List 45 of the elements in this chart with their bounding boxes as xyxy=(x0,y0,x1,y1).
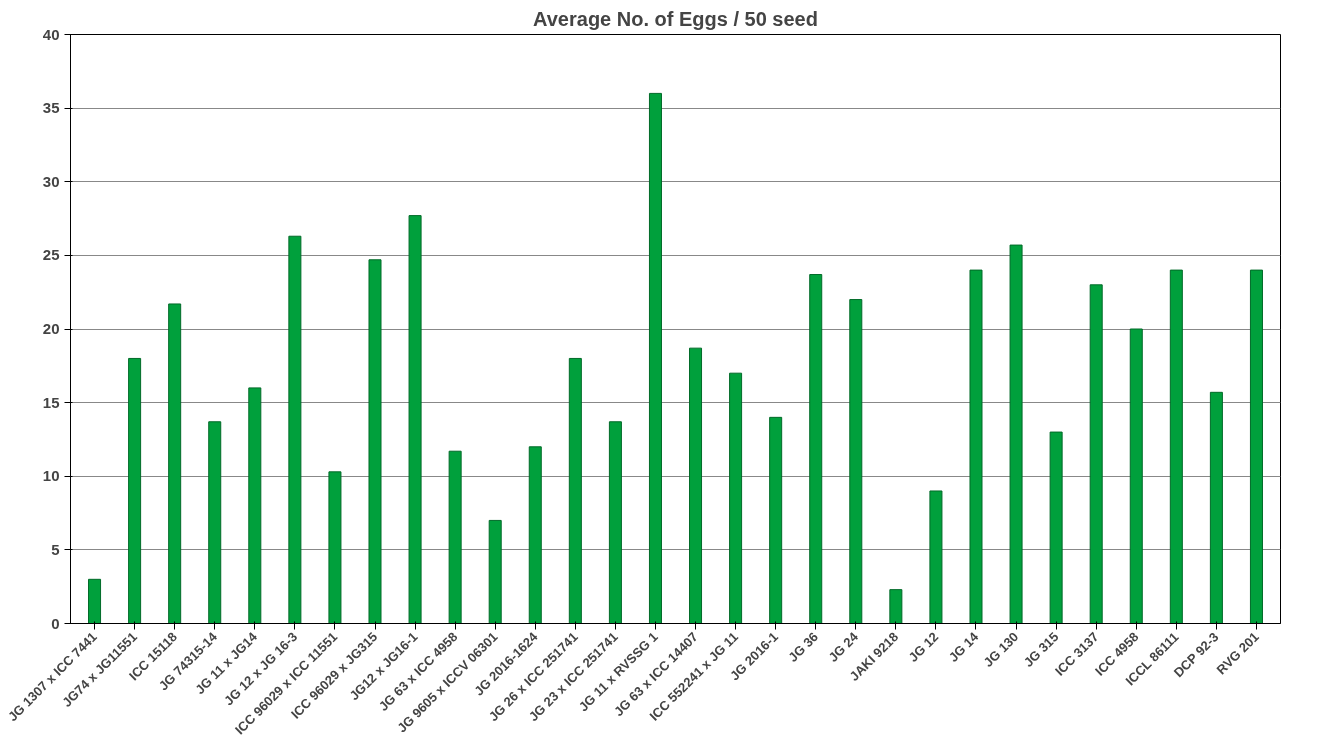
y-tick-label: 25 xyxy=(42,246,60,264)
bar xyxy=(929,490,943,624)
x-tick-label: JG 130 xyxy=(980,629,1022,670)
bar xyxy=(128,357,142,624)
bar xyxy=(248,387,262,624)
bar xyxy=(368,259,382,624)
y-tick-label: 20 xyxy=(42,320,60,337)
bar xyxy=(969,269,983,624)
bar xyxy=(1169,269,1183,624)
bar xyxy=(568,357,582,624)
bar xyxy=(408,215,422,624)
bar xyxy=(608,421,622,624)
bar xyxy=(889,589,903,624)
bar xyxy=(1249,269,1263,624)
x-tick-label: JG 36 xyxy=(785,629,822,665)
bar xyxy=(328,471,342,624)
bar xyxy=(1129,328,1143,624)
y-tick-label: 15 xyxy=(42,393,60,411)
bar xyxy=(689,347,703,624)
bar xyxy=(809,274,823,624)
bar xyxy=(488,519,502,624)
chart-title: Average No. of Eggs / 50 seed xyxy=(533,7,818,30)
bar xyxy=(528,446,542,624)
bar xyxy=(448,450,462,624)
y-tick-label: 30 xyxy=(42,172,60,190)
x-tick-label: JG 12 xyxy=(905,629,942,665)
bar xyxy=(1089,284,1103,624)
bar xyxy=(168,303,182,624)
y-tick-label: 5 xyxy=(51,540,60,558)
bar xyxy=(208,421,222,624)
bar xyxy=(729,372,743,624)
bar xyxy=(1009,244,1023,624)
bar xyxy=(849,299,863,624)
y-tick-label: 0 xyxy=(51,614,60,632)
bar xyxy=(1049,431,1063,624)
x-tick-label: JG 24 xyxy=(825,628,862,665)
y-tick-label: 40 xyxy=(42,25,60,43)
y-tick-label: 10 xyxy=(42,467,60,485)
bar xyxy=(769,416,783,624)
bar xyxy=(288,235,302,624)
bar xyxy=(648,92,662,624)
x-tick-label: JG 14 xyxy=(945,628,982,665)
bar xyxy=(88,578,102,624)
y-tick-label: 35 xyxy=(42,99,60,117)
bar xyxy=(1209,391,1223,624)
